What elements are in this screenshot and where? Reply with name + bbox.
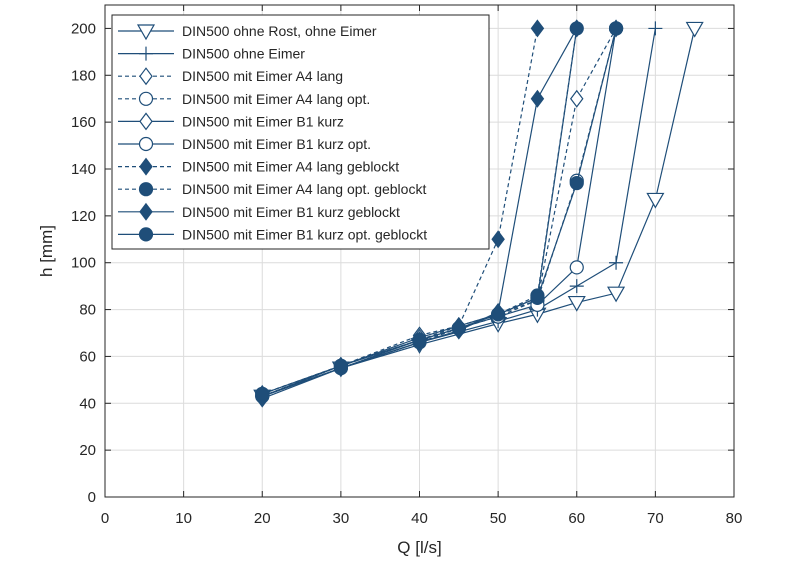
y-tick-label: 120 <box>71 208 96 225</box>
y-tick-label: 80 <box>79 302 96 319</box>
x-tick-label: 70 <box>647 510 664 527</box>
y-tick-label: 40 <box>79 395 96 412</box>
legend-label: DIN500 mit Eimer A4 lang opt. geblockt <box>182 181 426 197</box>
y-tick-label: 140 <box>71 161 96 178</box>
series-10 <box>255 21 624 402</box>
series-line <box>262 28 617 395</box>
x-tick-label: 60 <box>568 510 585 527</box>
data-point <box>648 21 663 36</box>
legend-marker <box>139 46 153 61</box>
y-tick-label: 60 <box>79 348 96 365</box>
y-tick-label: 20 <box>79 442 96 459</box>
x-tick-label: 20 <box>254 510 271 527</box>
data-point <box>412 332 427 348</box>
legend-item: DIN500 mit Eimer A4 lang opt. geblockt <box>118 181 426 197</box>
legend-marker <box>136 24 156 41</box>
y-axis-label: h [mm] <box>37 225 56 277</box>
legend-label: DIN500 mit Eimer B1 kurz <box>182 113 344 129</box>
legend-item: DIN500 mit Eimer A4 lang <box>118 67 343 86</box>
legend-label: DIN500 mit Eimer B1 kurz opt. geblockt <box>182 226 427 242</box>
legend-label: DIN500 mit Eimer A4 lang <box>182 68 343 84</box>
y-tick-label: 200 <box>71 20 96 37</box>
legend-item: DIN500 mit Eimer B1 kurz geblockt <box>118 202 400 221</box>
data-point <box>569 260 584 275</box>
y-tick-label: 100 <box>71 255 96 272</box>
axes: 0 10 20 30 40 50 60 70 80 0 20 40 60 80 100 120 140 160 18… <box>71 4 743 527</box>
x-axis-label: Q [l/s] <box>397 538 441 557</box>
data-point <box>569 175 584 191</box>
data-point <box>646 192 665 209</box>
legend-marker <box>139 202 153 221</box>
data-point <box>530 89 545 108</box>
legend-item: DIN500 mit Eimer A4 lang geblockt <box>118 157 399 176</box>
legend-marker <box>139 157 153 176</box>
legend-label: DIN500 ohne Eimer <box>182 46 305 62</box>
x-tick-label: 80 <box>726 510 743 527</box>
legend: DIN500 ohne Rost, ohne Eimer DIN500 ohne … <box>111 14 490 250</box>
legend-item: DIN500 ohne Rost, ohne Eimer <box>118 23 377 41</box>
legend-item: DIN500 ohne Eimer <box>118 46 305 62</box>
data-point <box>530 290 545 305</box>
legend-marker <box>138 182 154 197</box>
series-layer <box>253 19 704 408</box>
legend-label: DIN500 mit Eimer A4 lang geblockt <box>182 159 399 175</box>
data-point <box>491 307 506 322</box>
legend-label: DIN500 mit Eimer B1 kurz opt. <box>182 136 371 152</box>
legend-marker <box>138 91 154 106</box>
x-tick-label: 30 <box>333 510 350 527</box>
legend-label: DIN500 mit Eimer A4 lang opt. <box>182 91 370 107</box>
legend-marker <box>138 136 154 152</box>
x-tick-label: 10 <box>175 510 192 527</box>
data-point <box>530 19 545 38</box>
legend-item: DIN500 mit Eimer B1 kurz opt. <box>118 136 371 152</box>
data-point <box>570 89 584 108</box>
legend-marker <box>139 112 153 131</box>
data-point <box>451 321 466 336</box>
x-tick-label: 50 <box>490 510 507 527</box>
data-point <box>685 21 704 38</box>
y-tick-label: 0 <box>88 489 96 506</box>
data-point <box>608 21 624 36</box>
data-point <box>491 230 505 249</box>
legend-marker <box>139 67 153 86</box>
data-point <box>569 279 584 294</box>
data-point <box>333 358 348 373</box>
data-point <box>569 19 584 38</box>
data-point <box>567 295 586 312</box>
data-point <box>255 386 270 402</box>
y-tick-label: 180 <box>71 67 96 84</box>
legend-label: DIN500 ohne Rost, ohne Eimer <box>182 23 377 39</box>
legend-marker <box>138 227 154 242</box>
x-tick-label: 40 <box>411 510 428 527</box>
legend-box <box>111 14 490 250</box>
series-line <box>262 28 617 395</box>
legend-item: DIN500 mit Eimer B1 kurz <box>118 112 344 131</box>
legend-item: DIN500 mit Eimer A4 lang opt. <box>118 91 370 107</box>
data-point <box>609 255 624 270</box>
y-tick-label: 160 <box>71 114 96 131</box>
x-tick-label: 0 <box>101 510 109 527</box>
legend-item: DIN500 mit Eimer B1 kurz opt. geblockt <box>118 226 427 242</box>
legend-label: DIN500 mit Eimer B1 kurz geblockt <box>182 204 400 220</box>
data-point <box>607 286 626 303</box>
